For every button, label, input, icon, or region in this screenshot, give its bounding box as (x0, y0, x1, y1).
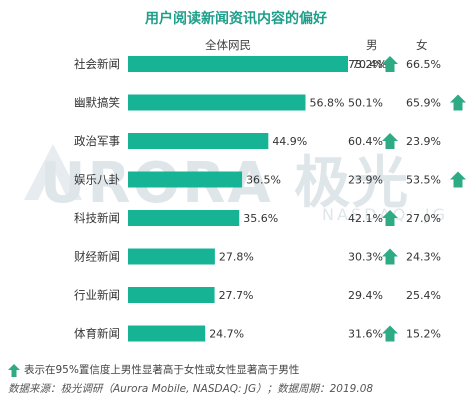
category-label: 社会新闻 (74, 57, 120, 71)
column-header-female: 女 (416, 38, 428, 52)
female-significance-arrow (450, 94, 466, 111)
male-significance-arrow (382, 210, 398, 226)
female-value: 23.9% (406, 135, 441, 148)
female-value: 27.0% (406, 212, 441, 225)
male-value: 73.2% (348, 58, 383, 71)
category-label: 财经新闻 (74, 250, 120, 264)
chart-title: 用户阅读新闻资讯内容的偏好 (145, 11, 327, 27)
female-value: 15.2% (406, 328, 441, 341)
category-label: 科技新闻 (74, 211, 120, 225)
data-source: 数据来源：极光调研（Aurora Mobile, NASDAQ: JG）；数据周… (8, 383, 374, 395)
column-header-all: 全体网民 (205, 38, 251, 52)
male-significance-arrow (382, 133, 398, 149)
male-value: 23.9% (348, 174, 383, 187)
bar (128, 56, 348, 72)
male-significance-arrow (382, 325, 398, 342)
bar (128, 248, 215, 265)
bar (128, 287, 215, 303)
footnote: 表示在95%置信度上男性显著高于女性或女性显著高于男性 (8, 362, 299, 377)
footnote-text: 表示在95%置信度上男性显著高于女性或女性显著高于男性 (24, 364, 300, 376)
bar (128, 133, 269, 149)
female-value: 53.5% (406, 174, 441, 187)
bar-value-label: 36.5% (246, 174, 281, 187)
bar-value-label: 27.8% (219, 251, 254, 264)
category-label: 娱乐八卦 (74, 173, 120, 187)
category-label: 行业新闻 (74, 288, 120, 302)
bar-value-label: 35.6% (243, 212, 278, 225)
female-value: 24.3% (406, 251, 441, 264)
male-value: 50.1% (348, 97, 383, 110)
watermark-sub: NASDAQ: JG (322, 205, 448, 224)
bar (128, 94, 306, 111)
male-significance-arrow (382, 56, 398, 72)
column-header-male: 男 (366, 38, 378, 52)
female-value: 65.9% (406, 97, 441, 110)
aurora-logo-watermark (24, 144, 82, 200)
up-arrow-icon (8, 363, 20, 377)
male-value: 42.1% (348, 212, 383, 225)
bar-value-label: 56.8% (310, 97, 345, 110)
male-significance-arrow (382, 248, 398, 265)
category-label: 幽默搞笑 (74, 96, 120, 110)
bar (128, 325, 206, 342)
bar (128, 210, 240, 226)
male-value: 30.3% (348, 251, 383, 264)
bar-value-label: 44.9% (272, 135, 307, 148)
female-significance-arrow (450, 171, 466, 188)
female-value: 66.5% (406, 58, 441, 71)
bar-value-label: 27.7% (219, 289, 254, 302)
male-value: 60.4% (348, 135, 383, 148)
bar-value-label: 70.4% (352, 58, 387, 71)
bar (128, 171, 243, 188)
category-label: 体育新闻 (74, 327, 120, 341)
female-value: 25.4% (406, 289, 441, 302)
male-value: 29.4% (348, 289, 383, 302)
category-label: 政治军事 (74, 134, 120, 148)
bar-value-label: 24.7% (209, 328, 244, 341)
male-value: 31.6% (348, 328, 383, 341)
